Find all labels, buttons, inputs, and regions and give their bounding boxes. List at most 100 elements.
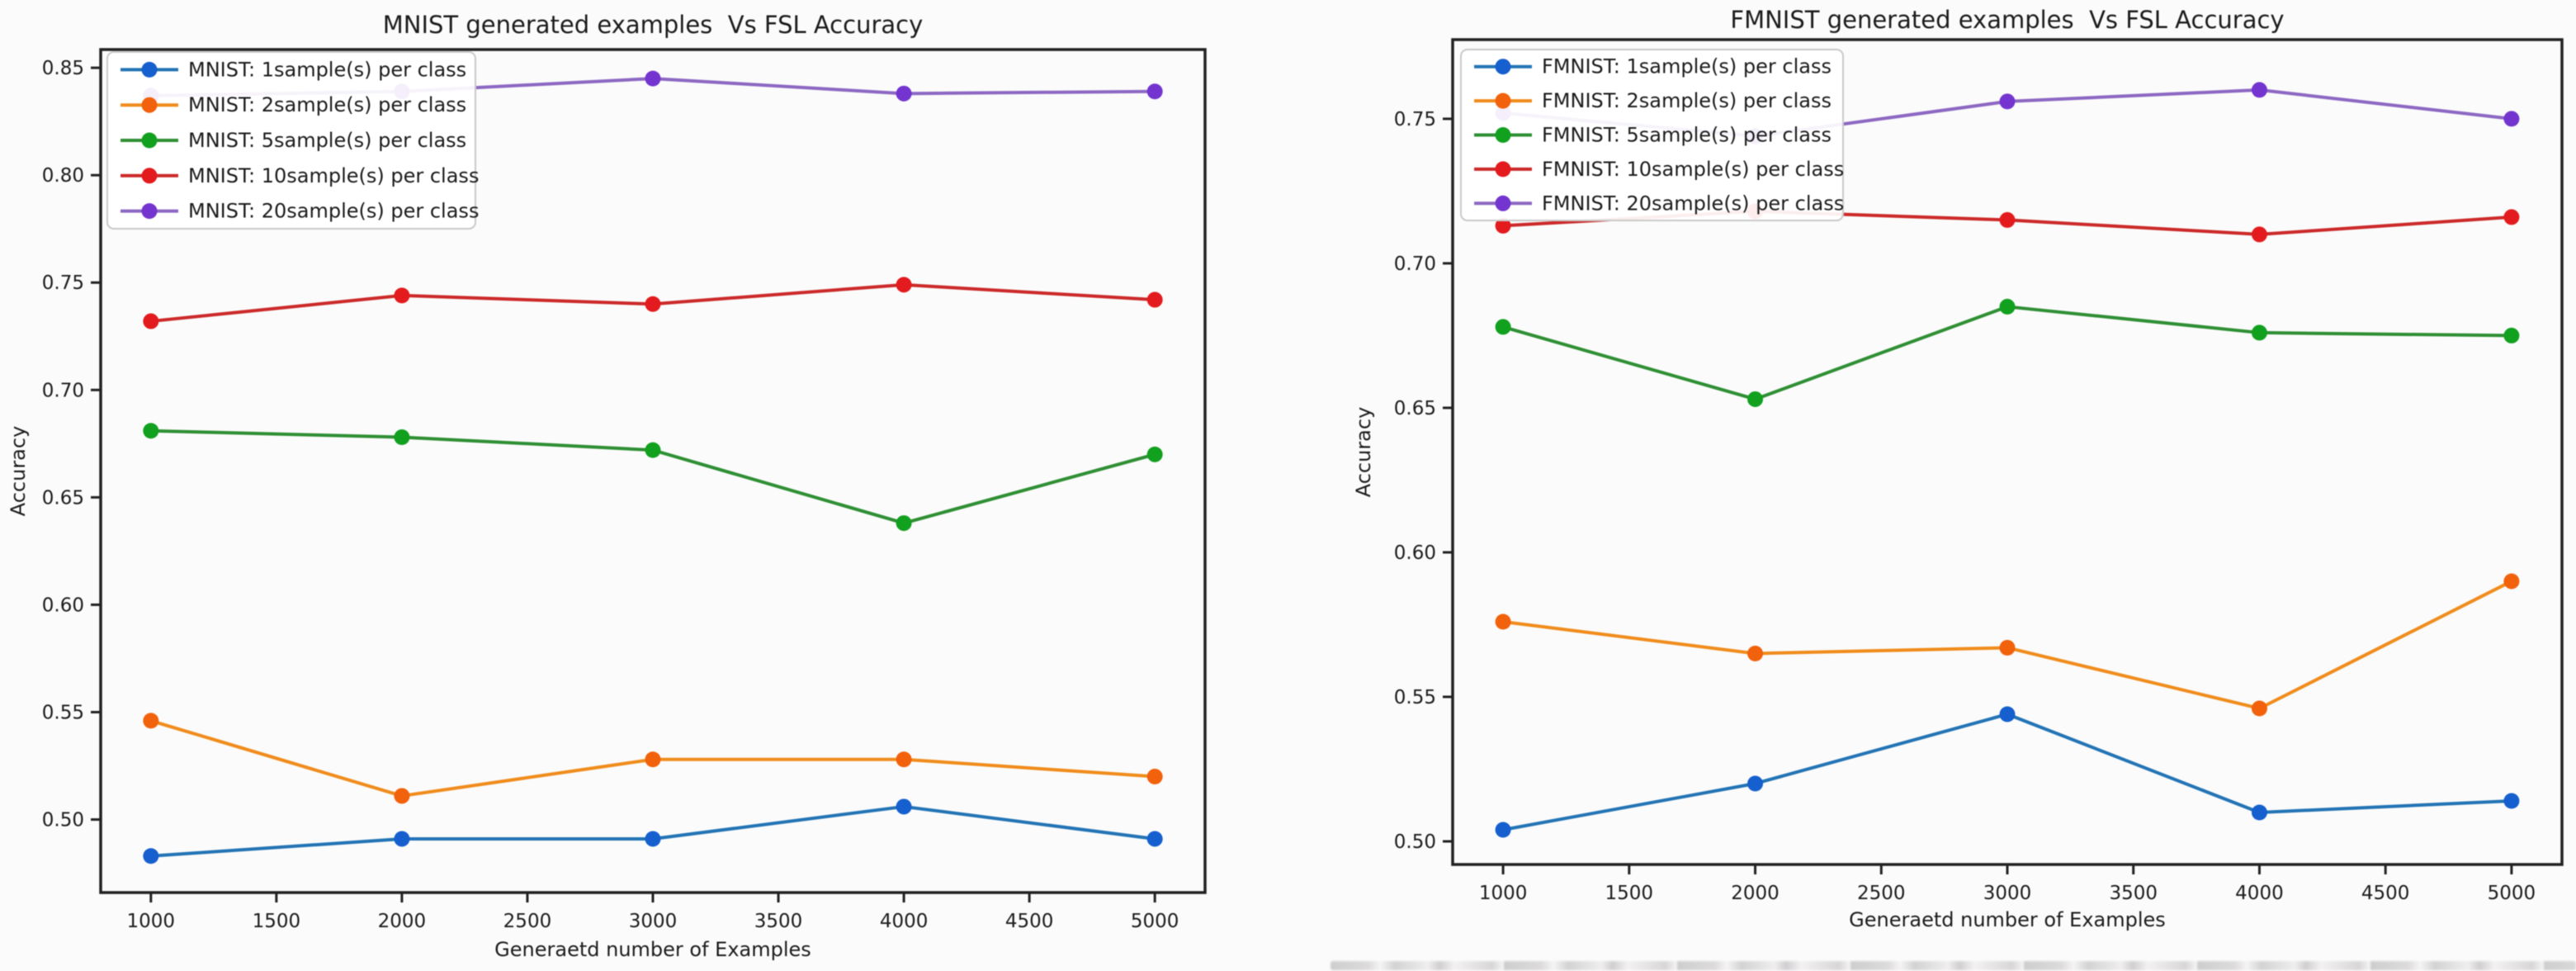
y-tick-label: 0.50 — [42, 810, 84, 831]
y-tick-label: 0.60 — [1394, 542, 1436, 564]
legend-marker-icon — [141, 61, 158, 78]
data-point — [394, 429, 410, 446]
x-tick-label: 3000 — [1983, 883, 2032, 904]
data-point — [645, 70, 661, 87]
legend-marker-icon — [141, 203, 158, 220]
x-tick-label: 2500 — [1857, 883, 1906, 904]
x-tick-label: 3500 — [2109, 883, 2158, 904]
legend-entry: MNIST: 1sample(s) per class — [121, 58, 466, 81]
data-point — [1999, 211, 2016, 228]
x-axis-label: Generaetd number of Examples — [494, 938, 811, 961]
legend: MNIST: 1sample(s) per class MNIST: 2sampl… — [106, 51, 479, 230]
x-tick-label: 1000 — [1479, 883, 1528, 904]
data-point — [394, 831, 410, 847]
data-point — [2503, 573, 2520, 590]
data-point — [394, 788, 410, 804]
legend-box — [1460, 49, 1844, 221]
legend-marker-icon — [141, 132, 158, 149]
data-point — [645, 831, 661, 847]
data-point — [2503, 209, 2520, 225]
legend-label: FMNIST: 10sample(s) per class — [1542, 158, 1844, 181]
data-point — [1495, 319, 1511, 335]
data-point — [2251, 82, 2267, 98]
data-point — [1999, 706, 2016, 722]
data-point — [896, 277, 912, 293]
y-tick-label: 0.65 — [42, 487, 84, 509]
x-tick-label: 4500 — [1005, 911, 1054, 932]
data-point — [645, 442, 661, 458]
y-tick-label: 0.70 — [42, 380, 84, 401]
y-tick-label: 0.75 — [42, 272, 84, 294]
legend-label: MNIST: 1sample(s) per class — [188, 58, 466, 81]
y-tick-label: 0.65 — [1394, 398, 1436, 419]
data-point — [896, 515, 912, 532]
x-tick-label: 2500 — [503, 911, 552, 932]
data-point — [896, 798, 912, 815]
legend-box — [106, 51, 476, 230]
x-tick-label: 3000 — [629, 911, 678, 932]
x-tick-label: 1000 — [127, 911, 176, 932]
data-point — [896, 85, 912, 102]
x-tick-label: 4500 — [2361, 883, 2410, 904]
legend-entry: MNIST: 10sample(s) per class — [121, 164, 479, 187]
legend-entry: FMNIST: 10sample(s) per class — [1474, 158, 1844, 181]
data-point — [645, 296, 661, 312]
data-point — [1495, 613, 1511, 630]
fmnist-chart: 0.50 0.55 0.60 0.65 0.70 0.75 1000 1500 2000 2500… — [1352, 6, 2564, 931]
series-line-3sample — [1501, 305, 2513, 401]
legend: FMNIST: 1sample(s) per class FMNIST: 2sam… — [1460, 49, 1844, 221]
legend-marker-icon — [1495, 92, 1511, 109]
data-point — [2503, 327, 2520, 343]
data-point — [2251, 324, 2267, 341]
y-tick-label: 0.85 — [42, 58, 84, 79]
mnist-chart: 0.50 0.55 0.60 0.65 0.70 0.75 0.80 0.85 1000 1500… — [7, 11, 1207, 961]
y-tick-label: 0.70 — [1394, 253, 1436, 275]
data-point — [2503, 111, 2520, 127]
data-point — [143, 848, 159, 864]
legend-entry: FMNIST: 20sample(s) per class — [1474, 192, 1844, 215]
legend-entry: FMNIST: 1sample(s) per class — [1474, 55, 1832, 78]
y-tick-label: 0.60 — [42, 594, 84, 616]
y-tick-label: 0.50 — [1394, 831, 1436, 853]
legend-marker-icon — [1495, 127, 1511, 143]
data-point — [143, 713, 159, 729]
legend-entry: FMNIST: 5sample(s) per class — [1474, 124, 1832, 147]
legend-label: FMNIST: 20sample(s) per class — [1542, 192, 1844, 215]
data-point — [394, 287, 410, 304]
y-tick-label: 0.80 — [42, 165, 84, 187]
legend-entry: MNIST: 5sample(s) per class — [121, 129, 466, 152]
legend-marker-icon — [141, 97, 158, 113]
data-point — [2251, 700, 2267, 717]
x-tick-label: 2000 — [1731, 883, 1780, 904]
data-point — [1146, 831, 1163, 847]
data-point — [2251, 226, 2267, 243]
x-tick-label: 1500 — [1605, 883, 1654, 904]
data-point — [2251, 804, 2267, 821]
x-tick-label: 4000 — [2235, 883, 2284, 904]
data-point — [1747, 775, 1764, 792]
data-point — [143, 423, 159, 439]
y-tick-label: 0.55 — [1394, 687, 1436, 708]
legend-entry: MNIST: 2sample(s) per class — [121, 93, 466, 116]
legend-label: FMNIST: 5sample(s) per class — [1542, 124, 1832, 147]
legend-marker-icon — [141, 168, 158, 184]
x-tick-label: 1500 — [253, 911, 301, 932]
y-axis-label: Accuracy — [7, 426, 30, 517]
data-point — [896, 751, 912, 768]
chart-title: MNIST generated examples Vs FSL Accuracy — [383, 11, 924, 39]
series-line-1sample — [1501, 712, 2513, 831]
legend-marker-icon — [1495, 161, 1511, 178]
legend-marker-icon — [1495, 195, 1511, 211]
y-tick-label: 0.55 — [42, 702, 84, 723]
x-tick-label: 5000 — [1131, 911, 1179, 932]
data-point — [1495, 217, 1511, 234]
legend-marker-icon — [1495, 59, 1511, 75]
video-progress-artifact — [1331, 961, 2576, 970]
data-point — [1999, 93, 2016, 110]
chart-title: FMNIST generated examples Vs FSL Accurac… — [1730, 6, 2284, 34]
legend-entry: MNIST: 20sample(s) per class — [121, 200, 479, 223]
x-tick-label: 3500 — [754, 911, 803, 932]
data-point — [1146, 291, 1163, 308]
data-point — [1495, 822, 1511, 838]
